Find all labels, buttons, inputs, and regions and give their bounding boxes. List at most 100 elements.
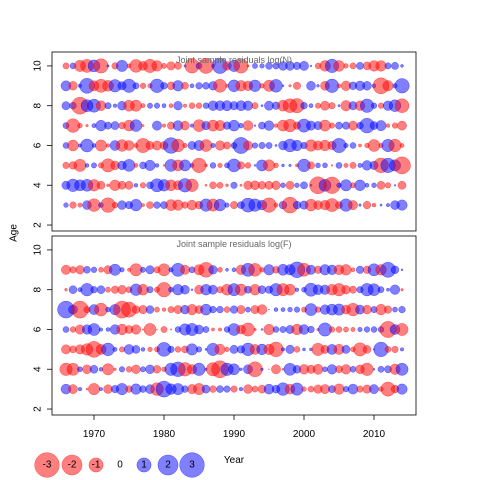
- residual-bubble: [394, 98, 410, 113]
- residual-bubble: [302, 347, 306, 352]
- residual-bubble: [241, 322, 255, 337]
- residual-bubble: [211, 327, 215, 332]
- residual-bubble: [246, 64, 250, 68]
- residual-bubble: [356, 385, 364, 393]
- panel-title: Joint sample residuals log(N): [176, 55, 292, 65]
- residual-bubble: [168, 103, 174, 108]
- residual-bubble: [140, 103, 146, 109]
- residual-bubble: [397, 180, 407, 190]
- residual-bubble: [156, 328, 158, 331]
- residual-bubble: [336, 83, 342, 89]
- residual-bubble: [269, 79, 283, 93]
- residual-bubble: [390, 265, 400, 274]
- residual-bubble: [96, 285, 106, 294]
- residual-bubble: [202, 326, 210, 333]
- bubbles-panel-1: [60, 57, 411, 214]
- residual-bubble: [180, 120, 190, 131]
- residual-bubble: [245, 306, 251, 313]
- residual-bubble: [223, 385, 231, 393]
- residual-bubble: [118, 366, 126, 373]
- residual-bubble: [273, 202, 279, 208]
- residual-bubble: [213, 79, 227, 93]
- residual-bubble: [391, 62, 399, 70]
- residual-bubble: [209, 162, 217, 169]
- residual-bubble: [61, 264, 71, 275]
- residual-bubble: [160, 326, 168, 333]
- residual-bubble: [195, 82, 203, 90]
- residual-bubble: [357, 327, 363, 332]
- y-tick-label: 2: [33, 222, 44, 228]
- residual-bubble: [392, 306, 398, 313]
- residual-bubble: [154, 163, 160, 168]
- residual-bubble: [388, 138, 402, 153]
- residual-bubble: [209, 385, 217, 393]
- residual-bubble: [362, 201, 372, 210]
- residual-bubble: [244, 162, 252, 169]
- residual-bubble: [77, 202, 83, 208]
- residual-bubble: [77, 387, 83, 392]
- residual-bubble: [252, 63, 258, 69]
- residual-bubble: [343, 326, 349, 333]
- residual-bubble: [67, 139, 79, 152]
- x-tick-label: 1990: [223, 429, 246, 440]
- residual-bubble: [140, 266, 146, 273]
- residual-bubble: [228, 119, 240, 132]
- residual-bubble: [113, 367, 117, 371]
- residual-bubble: [395, 323, 409, 336]
- residual-bubble: [216, 385, 224, 393]
- residual-bubble: [370, 326, 378, 333]
- residual-bubble: [210, 143, 216, 148]
- residual-bubble: [151, 60, 163, 72]
- residual-bubble: [288, 84, 292, 88]
- residual-bubble: [242, 120, 254, 131]
- x-axis-label: Year: [224, 455, 245, 466]
- residual-bubble: [265, 62, 273, 70]
- residual-bubble: [112, 103, 118, 108]
- y-tick-label: 6: [33, 326, 44, 332]
- residual-bubble: [191, 157, 207, 173]
- y-tick-label: 8: [33, 102, 44, 108]
- residual-bubble: [287, 306, 293, 313]
- y-tick-label: 6: [33, 142, 44, 148]
- residual-bubble: [350, 267, 356, 273]
- residual-bubble: [307, 385, 315, 393]
- legend-bubble: [34, 452, 60, 478]
- legend-bubble: [157, 454, 179, 476]
- panel-frame: [51, 51, 417, 232]
- residual-bubble: [95, 100, 107, 111]
- residual-bubble: [62, 161, 70, 169]
- residual-bubble: [272, 326, 280, 333]
- residual-bubble: [357, 162, 363, 168]
- residual-bubble: [280, 307, 286, 312]
- residual-bubble: [62, 326, 70, 333]
- residual-bubble: [192, 362, 206, 376]
- residual-bubble: [330, 164, 334, 167]
- legend-label: -2: [68, 460, 77, 471]
- residual-bubble: [69, 266, 77, 274]
- residual-bubble: [170, 328, 172, 331]
- residual-bubble: [400, 268, 404, 272]
- residual-bubble: [75, 265, 85, 275]
- residual-bubble: [237, 161, 245, 170]
- residual-bubble: [161, 123, 167, 128]
- residual-bubble: [316, 84, 320, 88]
- residual-bubble: [362, 81, 372, 91]
- residual-bubble: [157, 263, 171, 277]
- residual-bubble: [263, 323, 275, 336]
- residual-bubble: [306, 81, 316, 91]
- residual-bubble: [369, 384, 379, 394]
- residual-bubble: [111, 201, 119, 209]
- residual-bubble: [229, 345, 239, 354]
- residual-bubble: [131, 364, 141, 374]
- residual-bubble: [358, 143, 362, 148]
- residual-bubble: [68, 81, 78, 91]
- residual-bubble: [217, 162, 223, 168]
- residual-bubble: [307, 325, 315, 334]
- residual-bubble: [225, 183, 229, 188]
- residual-bubble: [131, 345, 141, 354]
- residual-bubble: [299, 61, 309, 71]
- residual-bubble: [239, 367, 243, 372]
- y-tick-label: 2: [33, 406, 44, 412]
- residual-bubble: [258, 142, 266, 149]
- residual-bubble: [154, 306, 160, 313]
